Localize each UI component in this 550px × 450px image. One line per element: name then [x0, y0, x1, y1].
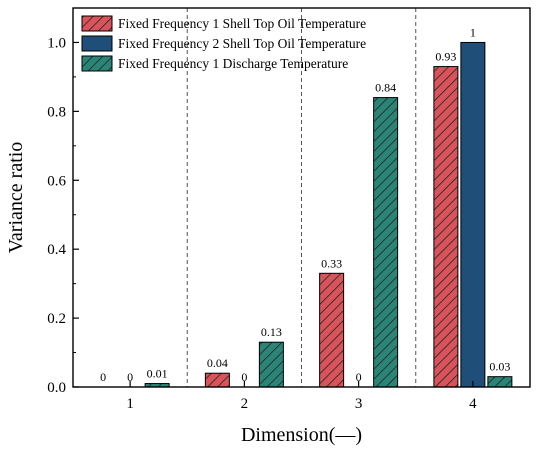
y-tick-label: 0.0 [47, 380, 66, 396]
x-tick-label: 4 [469, 396, 477, 412]
y-axis-title: Variance ratio [5, 142, 27, 254]
y-tick-label: 1.0 [47, 35, 66, 51]
x-tick-label: 3 [355, 396, 363, 412]
bar [319, 272, 345, 388]
bar [204, 372, 230, 388]
data-label: 0 [356, 370, 362, 384]
plot-frame [72, 7, 531, 388]
bar [373, 97, 399, 388]
data-label: 1 [470, 25, 476, 39]
y-tick-label: 0.2 [47, 311, 66, 327]
y-tick-label: 0.6 [47, 173, 66, 189]
data-label: 0 [100, 370, 106, 384]
legend-label: Fixed Frequency 2 Shell Top Oil Temperat… [118, 36, 366, 51]
data-label: 0.93 [435, 50, 456, 64]
bar [433, 66, 459, 388]
legend-swatch [81, 15, 113, 32]
legend: Fixed Frequency 1 Shell Top Oil Temperat… [81, 15, 366, 72]
data-label: 0 [241, 370, 247, 384]
data-label: 0 [127, 370, 133, 384]
bar [460, 41, 486, 388]
data-label: 0.04 [207, 356, 228, 370]
x-axis: 1 2 3 4 [126, 381, 477, 412]
data-label: 0.84 [375, 81, 396, 95]
data-labels-group: 0 0 0.01 0.04 0 0.13 0.33 0 0.84 0.93 1 0.03 [100, 25, 510, 384]
bars-group [144, 41, 513, 388]
data-label: 0.01 [147, 367, 168, 381]
data-label: 0.03 [489, 360, 510, 374]
y-axis: 0.0 0.2 0.4 0.6 0.8 1.0 [47, 35, 79, 396]
bar [487, 376, 513, 388]
legend-label: Fixed Frequency 1 Discharge Temperature [118, 56, 348, 71]
legend-label: Fixed Frequency 1 Shell Top Oil Temperat… [118, 16, 366, 31]
bar [258, 341, 284, 388]
x-tick-label: 1 [126, 396, 134, 412]
legend-swatch [81, 55, 113, 72]
category-separators [186, 8, 417, 387]
data-label: 0.13 [261, 325, 282, 339]
y-tick-label: 0.8 [47, 104, 66, 120]
x-axis-title: Dimension(—) [241, 424, 362, 446]
x-tick-label: 2 [241, 396, 249, 412]
y-tick-label: 0.4 [47, 242, 66, 258]
data-label: 0.33 [321, 256, 342, 270]
legend-swatch [81, 35, 113, 52]
